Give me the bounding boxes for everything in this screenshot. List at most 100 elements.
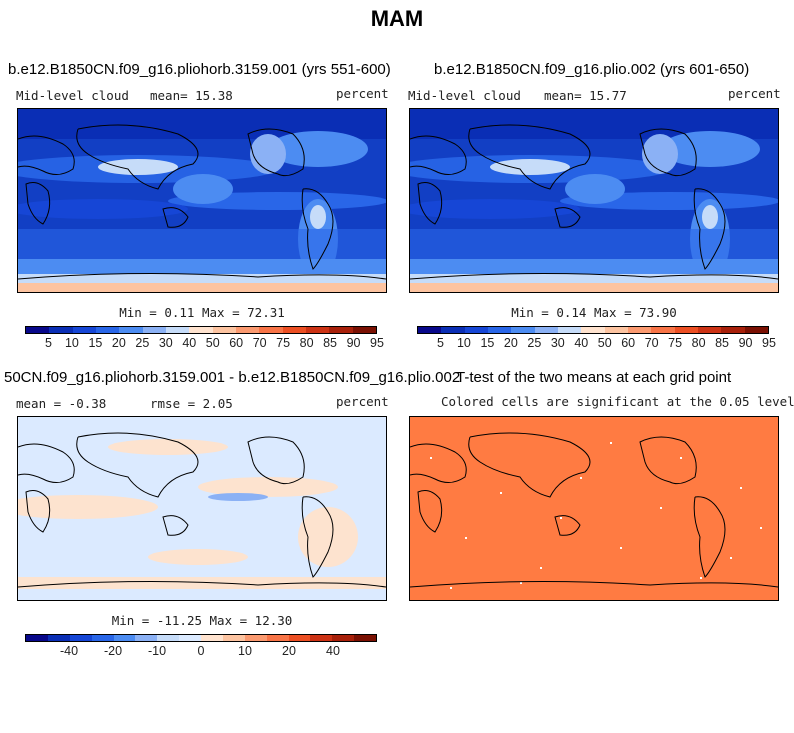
colorbar-cell [721,327,745,333]
colorbar-cell [179,635,201,641]
colorbar-tick-label: 10 [64,336,79,350]
panel-2-mean-label: mean= 15.77 [544,88,627,103]
colorbar-tick-label: 10 [456,336,471,350]
colorbar-tick-label: 20 [111,336,126,350]
colorbar-tick-label: 15 [480,336,495,350]
colorbar-cell [651,327,675,333]
panel-3-rmse-label: rmse = 2.05 [150,396,233,411]
colorbar-tick-label: 75 [276,336,291,350]
colorbar-tick-label: 30 [158,336,173,350]
colorbar-tick-label: 80 [691,336,706,350]
panel-2-units-label: percent [728,86,781,101]
colorbar-cell [487,327,512,333]
panel-1-title: b.e12.B1850CN.f09_g16.pliohorb.3159.001 … [8,61,391,78]
colorbar-tick-label: 50 [205,336,220,350]
colorbar-cell [511,327,535,333]
panel-3-title: 50CN.f09_g16.pliohorb.3159.001 - b.e12.B… [4,369,461,386]
colorbar-tick-label: 40 [326,644,340,658]
colorbar-tick-label: 80 [299,336,314,350]
colorbar-tick-label: 85 [715,336,730,350]
colorbar-cell [244,635,267,641]
panel-3-units-label: percent [336,394,389,409]
colorbar-tick-label: 10 [238,644,252,658]
colorbar-cell [119,327,143,333]
colorbar-tick-label: 20 [503,336,518,350]
colorbar-cell [744,327,768,333]
panel-3-colorbar [25,634,377,642]
panel-2-colorbar [417,326,769,334]
colorbar-cell [201,635,223,641]
colorbar-cell [212,327,236,333]
colorbar-tick-label: -40 [59,644,79,658]
colorbar-cell [329,327,353,333]
colorbar-tick-label: 40 [182,336,197,350]
colorbar-tick-label: 90 [738,336,753,350]
colorbar-cell [464,327,488,333]
colorbar-cell [305,327,330,333]
colorbar-cell [235,327,260,333]
colorbar-cell [259,327,283,333]
colorbar-cell [26,635,48,641]
colorbar-tick-label: 95 [370,336,384,350]
colorbar-cell [72,327,96,333]
colorbar-tick-label: 60 [229,336,244,350]
colorbar-cell [627,327,652,333]
colorbar-cell [165,327,190,333]
panel-3-colorbar-ticks: -40 -20 -10 0 10 20 40 [25,644,377,660]
colorbar-tick-label: 90 [346,336,361,350]
colorbar-tick-label: 0 [197,644,205,658]
panel-1-variable-label: Mid-level cloud [16,88,129,103]
panel-3-map [17,416,387,601]
panel-1-mean-label: mean= 15.38 [150,88,233,103]
colorbar-tick-label: 70 [644,336,659,350]
panel-4-subtitle: Colored cells are significant at the 0.0… [441,394,794,409]
colorbar-tick-label: -20 [103,644,123,658]
panel-1-colorbar [25,326,377,334]
colorbar-tick-label: 25 [135,336,150,350]
colorbar-cell [697,327,722,333]
colorbar-cell [604,327,628,333]
colorbar-cell [47,635,70,641]
panel-1-units-label: percent [336,86,389,101]
colorbar-cell [441,327,465,333]
colorbar-cell [135,635,158,641]
colorbar-cell [282,327,306,333]
panel-2-colorbar-ticks: 5 10 15 20 25 30 40 50 60 70 75 80 85 90 95 [417,336,776,352]
panel-4-title: T-test of the two means at each grid poi… [456,369,732,386]
colorbar-cell [189,327,213,333]
colorbar-tick-label: 30 [550,336,565,350]
panel-1-map [17,108,387,293]
panel-1-colorbar-ticks: 5 10 15 20 25 30 40 50 60 70 75 80 85 90 95 [25,336,384,352]
colorbar-tick-label: 85 [323,336,338,350]
colorbar-cell [113,635,136,641]
colorbar-cell [69,635,92,641]
colorbar-cell [581,327,605,333]
colorbar-tick-label: 5 [44,336,52,350]
colorbar-cell [310,635,333,641]
colorbar-tick-label: 70 [252,336,267,350]
panel-2-min-max: Min = 0.14 Max = 73.90 [511,305,677,320]
colorbar-cell [142,327,166,333]
colorbar-cell [222,635,245,641]
panel-2-map [409,108,779,293]
panel-3-min-max: Min = -11.25 Max = 12.30 [111,613,293,628]
panel-2-variable-label: Mid-level cloud [408,88,521,103]
colorbar-tick-label: 25 [527,336,542,350]
colorbar-cell [157,635,180,641]
colorbar-tick-label: 95 [762,336,776,350]
colorbar-cell [418,327,442,333]
colorbar-cell [91,635,114,641]
colorbar-cell [557,327,582,333]
panel-4-map [409,416,779,601]
colorbar-tick-label: 60 [621,336,636,350]
panel-2-title: b.e12.B1850CN.f09_g16.plio.002 (yrs 601-… [434,61,750,78]
colorbar-cell [266,635,289,641]
colorbar-tick-label: -10 [147,644,167,658]
colorbar-tick-label: 40 [574,336,589,350]
colorbar-cell [95,327,120,333]
colorbar-tick-label: 15 [88,336,103,350]
colorbar-cell [332,635,355,641]
panel-3-mean-label: mean = -0.38 [16,396,107,411]
page-title: MAM [370,6,424,31]
colorbar-tick-label: 20 [282,644,296,658]
